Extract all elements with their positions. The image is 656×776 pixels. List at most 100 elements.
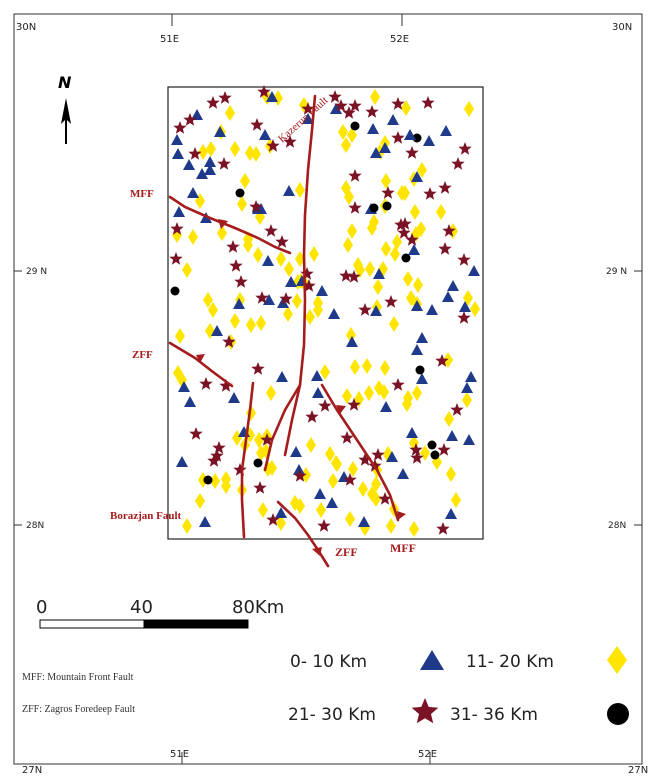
event-star xyxy=(348,99,362,112)
kazerun-fault-line xyxy=(283,94,317,457)
event-diamond xyxy=(358,481,368,497)
event-diamond xyxy=(381,241,391,257)
event-diamond xyxy=(253,247,263,263)
event-diamond xyxy=(446,466,456,482)
event-star xyxy=(348,169,362,182)
event-diamond xyxy=(232,430,242,446)
event-triangle xyxy=(397,468,409,479)
event-diamond xyxy=(182,262,192,278)
event-diamond xyxy=(341,180,351,196)
event-diamond xyxy=(373,279,383,295)
event-triangle xyxy=(461,382,473,393)
event-star xyxy=(173,121,187,134)
event-diamond xyxy=(240,173,250,189)
event-star xyxy=(233,463,247,476)
event-star xyxy=(457,311,471,324)
event-triangle xyxy=(326,497,338,508)
event-triangle xyxy=(411,171,423,182)
event-diamond xyxy=(443,352,453,368)
event-triangle xyxy=(411,300,423,311)
event-triangle xyxy=(191,109,203,120)
event-diamond xyxy=(256,315,266,331)
event-triangle xyxy=(328,308,340,319)
event-diamond xyxy=(409,521,419,537)
event-star xyxy=(302,279,316,292)
event-triangle xyxy=(184,396,196,407)
event-diamond xyxy=(284,261,294,277)
event-diamond xyxy=(365,261,375,277)
label-51e-top: 51E xyxy=(160,34,179,45)
event-diamond xyxy=(225,105,235,121)
event-star xyxy=(450,403,464,416)
event-triangle xyxy=(440,125,452,136)
event-triangle xyxy=(178,381,190,392)
legend-label-11-20: 11- 20 Km xyxy=(466,652,554,672)
label-52e-top: 52E xyxy=(390,34,409,45)
mff-note: MFF: Mountain Front Fault xyxy=(22,672,134,683)
event-star xyxy=(188,147,202,160)
event-diamond xyxy=(369,214,379,230)
event-star xyxy=(317,519,331,532)
legend-diamond-icon xyxy=(607,646,627,674)
scale-label-80: 80Km xyxy=(232,597,284,618)
event-diamond xyxy=(381,173,391,189)
event-diamond xyxy=(444,411,454,427)
event-circle xyxy=(382,201,392,211)
event-diamond xyxy=(370,89,380,105)
scale-label-40: 40 xyxy=(130,597,153,618)
event-star xyxy=(343,473,357,486)
event-circle xyxy=(350,121,360,131)
label-30n-left: 30N xyxy=(16,22,36,33)
event-star xyxy=(218,91,232,104)
legend-label-0-10: 0- 10 Km xyxy=(290,652,367,672)
event-diamond xyxy=(348,461,358,477)
event-triangle xyxy=(370,147,382,158)
event-star xyxy=(398,217,412,230)
event-triangle xyxy=(259,129,271,140)
event-triangle xyxy=(199,516,211,527)
zff-note: ZFF: Zagros Foredeep Fault xyxy=(22,704,135,715)
event-triangle xyxy=(302,113,314,124)
event-triangle xyxy=(173,206,185,217)
event-circle xyxy=(412,133,422,143)
event-star xyxy=(391,378,405,391)
legend-label-21-30: 21- 30 Km xyxy=(288,705,376,725)
event-star xyxy=(206,96,220,109)
event-star xyxy=(381,186,395,199)
event-star xyxy=(438,181,452,194)
event-diamond xyxy=(208,302,218,318)
event-diamond xyxy=(182,518,192,534)
event-diamond xyxy=(301,467,311,483)
event-star xyxy=(348,201,362,214)
event-star xyxy=(217,157,231,170)
mff-lower-fault-line xyxy=(320,383,400,522)
event-star xyxy=(212,441,226,454)
event-triangle xyxy=(416,332,428,343)
label-30n-right: 30N xyxy=(612,22,632,33)
event-triangle xyxy=(316,285,328,296)
event-star xyxy=(371,448,385,461)
event-diamond xyxy=(256,445,266,461)
event-circle xyxy=(427,440,437,450)
event-diamond xyxy=(464,101,474,117)
event-diamond xyxy=(195,493,205,509)
event-triangle xyxy=(459,301,471,312)
event-diamond xyxy=(362,358,372,374)
event-star xyxy=(340,431,354,444)
event-star xyxy=(222,335,236,348)
legend-triangle-icon xyxy=(420,650,444,670)
event-star xyxy=(183,113,197,126)
event-diamond xyxy=(254,432,264,448)
event-star xyxy=(409,443,423,456)
event-diamond xyxy=(295,182,305,198)
event-triangle xyxy=(311,370,323,381)
event-triangle xyxy=(290,446,302,457)
event-diamond xyxy=(295,251,305,267)
event-triangle xyxy=(445,508,457,519)
event-triangle xyxy=(266,91,278,102)
event-diamond xyxy=(203,292,213,308)
event-star xyxy=(199,377,213,390)
event-star xyxy=(378,492,392,505)
event-triangle xyxy=(312,387,324,398)
event-triangle xyxy=(346,336,358,347)
